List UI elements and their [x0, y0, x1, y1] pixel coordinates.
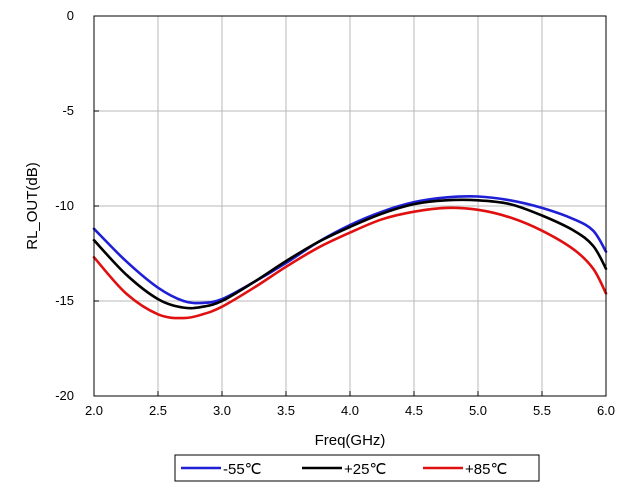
x-tick-label: 2.5 — [149, 403, 167, 418]
grid — [94, 16, 606, 396]
x-axis-title: Freq(GHz) — [315, 432, 386, 449]
axis-ticks: 2.0 2.5 3.0 3.5 4.0 4.5 5.0 5.5 6.0 0 -5 -10 -15 -20 — [55, 8, 615, 418]
legend-label-0: -55℃ — [223, 461, 262, 478]
y-tick-label: -5 — [62, 103, 74, 118]
y-tick-label: 0 — [67, 8, 74, 23]
y-tick-label: -20 — [55, 388, 74, 403]
x-tick-label: 4.5 — [405, 403, 423, 418]
y-tick-label: -15 — [55, 293, 74, 308]
x-tick-label: 4.0 — [341, 403, 359, 418]
x-tick-label: 2.0 — [85, 403, 103, 418]
x-tick-label: 5.5 — [533, 403, 551, 418]
x-tick-label: 3.5 — [277, 403, 295, 418]
x-tick-label: 5.0 — [469, 403, 487, 418]
legend: -55℃ +25℃ +85℃ — [175, 455, 539, 481]
legend-label-1: +25℃ — [344, 461, 386, 478]
y-axis-title: RL_OUT(dB) — [24, 162, 41, 250]
legend-label-2: +85℃ — [465, 461, 507, 478]
y-tick-label: -10 — [55, 198, 74, 213]
x-tick-label: 6.0 — [597, 403, 615, 418]
x-tick-label: 3.0 — [213, 403, 231, 418]
